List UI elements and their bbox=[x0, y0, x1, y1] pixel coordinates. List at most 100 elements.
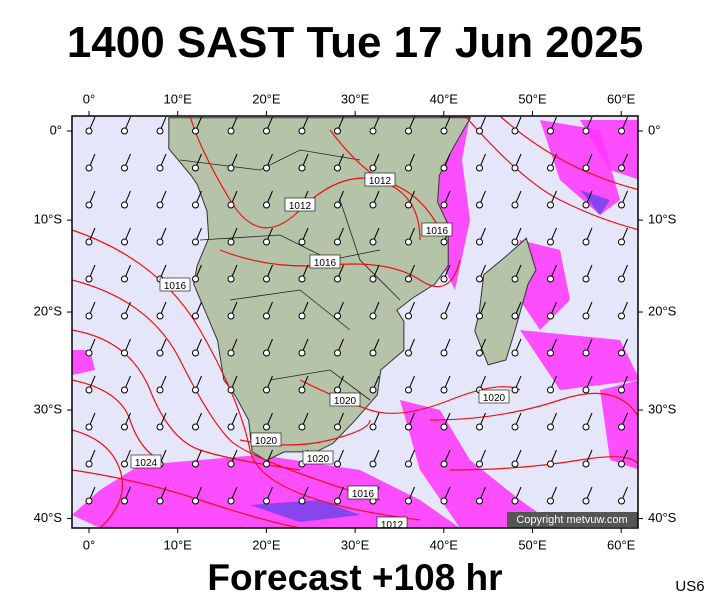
station bbox=[440, 349, 448, 357]
station bbox=[547, 460, 554, 468]
station bbox=[547, 164, 554, 172]
station bbox=[334, 349, 341, 357]
station bbox=[618, 164, 625, 172]
lon-label: 10°E bbox=[164, 91, 193, 106]
station bbox=[334, 164, 341, 172]
station bbox=[227, 312, 235, 320]
lon-label: 40°E bbox=[430, 537, 459, 552]
station bbox=[263, 201, 270, 209]
station bbox=[618, 312, 625, 320]
station bbox=[440, 460, 448, 468]
station bbox=[156, 164, 164, 172]
station bbox=[511, 164, 519, 172]
station bbox=[618, 423, 625, 431]
isobar-label: 1020 bbox=[483, 393, 506, 404]
lon-label: 60°E bbox=[607, 91, 636, 106]
isobar bbox=[449, 456, 638, 471]
station bbox=[440, 312, 448, 320]
forecast-label: Forecast +108 hr bbox=[207, 557, 502, 598]
border bbox=[229, 289, 351, 331]
station bbox=[121, 423, 128, 431]
station bbox=[156, 312, 164, 320]
station bbox=[582, 312, 590, 320]
station bbox=[582, 127, 590, 135]
station bbox=[227, 164, 235, 172]
station bbox=[121, 201, 128, 209]
station bbox=[263, 127, 270, 135]
station bbox=[192, 312, 199, 320]
station bbox=[369, 201, 377, 209]
station bbox=[85, 127, 93, 135]
station bbox=[298, 349, 306, 357]
station bbox=[85, 460, 93, 468]
station bbox=[298, 386, 306, 394]
station bbox=[405, 164, 412, 172]
isobar-label-bg bbox=[130, 454, 162, 469]
lat-label: 20°S bbox=[648, 303, 677, 318]
station bbox=[227, 497, 235, 505]
station bbox=[156, 423, 164, 431]
station bbox=[121, 460, 128, 468]
border bbox=[179, 149, 361, 171]
station bbox=[547, 349, 554, 357]
station bbox=[85, 275, 93, 283]
heavy-precip bbox=[580, 190, 610, 215]
station bbox=[263, 275, 270, 283]
lon-label: 60°E bbox=[607, 537, 636, 552]
lon-label: 20°E bbox=[252, 91, 281, 106]
isobar-label: 1020 bbox=[334, 396, 357, 407]
station bbox=[298, 312, 306, 320]
isobar-label-bg bbox=[421, 222, 453, 237]
station bbox=[476, 127, 483, 135]
isobar-label: 1024 bbox=[135, 458, 158, 469]
station bbox=[476, 312, 483, 320]
station bbox=[263, 312, 270, 320]
isobar bbox=[72, 229, 421, 521]
isobar-label: 1020 bbox=[255, 436, 278, 447]
isobar bbox=[72, 429, 124, 528]
station bbox=[156, 127, 164, 135]
isobar-label-bg bbox=[376, 516, 408, 528]
isobar-label-bg bbox=[159, 277, 191, 292]
precip-area bbox=[520, 330, 638, 390]
station bbox=[547, 386, 554, 394]
isobar-label: 1020 bbox=[307, 454, 330, 465]
station bbox=[263, 238, 270, 246]
isobar-label-bg bbox=[478, 389, 510, 404]
isobar-label-bg bbox=[364, 172, 396, 187]
station bbox=[334, 497, 341, 505]
station bbox=[369, 349, 377, 357]
station bbox=[227, 349, 235, 357]
station bbox=[156, 386, 164, 394]
lat-label: 10°S bbox=[34, 212, 63, 227]
station bbox=[85, 164, 93, 172]
station bbox=[263, 423, 270, 431]
station bbox=[334, 201, 341, 209]
border bbox=[269, 369, 371, 401]
station bbox=[192, 349, 199, 357]
station bbox=[334, 312, 341, 320]
station bbox=[334, 423, 341, 431]
station bbox=[369, 312, 377, 320]
isobar-label-bg bbox=[284, 197, 316, 212]
station bbox=[405, 275, 412, 283]
station bbox=[618, 386, 625, 394]
map-body: 1012 1012 1016 1016 1016 1020 1020 1020 1020 1024… bbox=[72, 116, 638, 528]
lat-label: 40°S bbox=[34, 510, 63, 525]
station bbox=[227, 423, 235, 431]
station bbox=[476, 238, 483, 246]
station bbox=[85, 349, 93, 357]
station bbox=[618, 349, 625, 357]
station bbox=[156, 349, 164, 357]
station bbox=[298, 497, 306, 505]
copyright-bg bbox=[507, 512, 638, 527]
station bbox=[298, 164, 306, 172]
station bbox=[582, 460, 590, 468]
station bbox=[547, 238, 554, 246]
lon-label: 20°E bbox=[252, 537, 281, 552]
station bbox=[511, 238, 519, 246]
station bbox=[547, 275, 554, 283]
station bbox=[618, 238, 625, 246]
station bbox=[192, 460, 199, 468]
